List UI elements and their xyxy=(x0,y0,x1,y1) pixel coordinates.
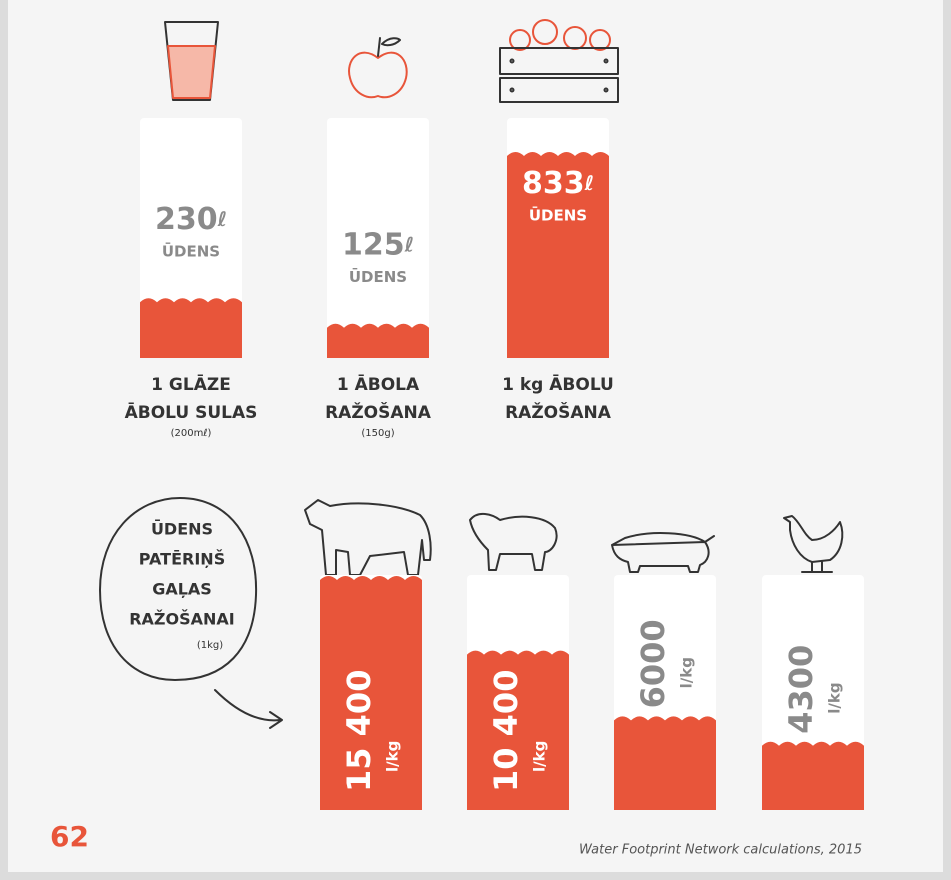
bar-fill xyxy=(140,298,242,358)
item-label: 1 kg ĀBOLU xyxy=(502,373,614,395)
crate-icon xyxy=(499,19,619,103)
bar-fill xyxy=(507,152,609,358)
page-number: 62 xyxy=(50,820,89,853)
speech-bubble xyxy=(99,497,283,729)
bubble-note: (1kg) xyxy=(197,640,223,651)
item-label: 1 ĀBOLA xyxy=(337,373,420,395)
bubble-line: PATĒRIŅŠ xyxy=(139,549,225,569)
amount: 15 400 xyxy=(340,670,378,792)
sheep-icon xyxy=(469,513,558,571)
bar-fill xyxy=(320,576,422,810)
item-note: (200mℓ) xyxy=(171,428,212,439)
item-label: 1 GLĀZE xyxy=(151,373,231,395)
glass-icon xyxy=(164,21,219,101)
bar-bg xyxy=(140,118,242,358)
amount-number: 833 xyxy=(522,166,585,201)
bar-fill xyxy=(762,741,864,810)
chicken-icon xyxy=(783,515,844,573)
amount-unit: ℓ xyxy=(584,171,594,195)
item-label: ĀBOLU SULAS xyxy=(125,401,258,423)
water-word: ŪDENS xyxy=(162,241,220,261)
source-note: Water Footprint Network calculations, 20… xyxy=(579,843,862,858)
water-word: ŪDENS xyxy=(529,205,587,225)
bar-bg xyxy=(327,118,429,358)
amount: 10 400 xyxy=(487,670,525,792)
amount: 4300 xyxy=(782,645,820,734)
cow-icon xyxy=(304,499,432,576)
bar-fill xyxy=(614,716,716,810)
pig-icon xyxy=(611,532,715,573)
amount-unit: ℓ xyxy=(404,232,414,256)
amount: 6000 xyxy=(634,619,672,708)
amount: 230ℓ xyxy=(155,202,227,237)
amount-number: 230 xyxy=(155,202,218,237)
amount: 125ℓ xyxy=(342,227,414,262)
item-note: (150g) xyxy=(361,428,394,439)
apple-icon xyxy=(348,37,408,99)
amount-unit: l/kg xyxy=(384,741,402,772)
amount-unit: ℓ xyxy=(217,207,227,231)
amount-unit: l/kg xyxy=(826,682,844,713)
water-word: ŪDENS xyxy=(349,266,407,286)
bar-fill xyxy=(467,650,569,810)
amount: 833ℓ xyxy=(522,166,594,201)
amount-unit: l/kg xyxy=(678,657,696,688)
bar-fill xyxy=(327,323,429,358)
bubble-line: GAĻAS xyxy=(152,580,212,599)
item-label: RAŽOŠANA xyxy=(325,401,432,423)
bubble-line: ŪDENS xyxy=(151,519,213,539)
bubble-line: RAŽOŠANAI xyxy=(129,610,235,629)
item-label: RAŽOŠANA xyxy=(505,401,612,423)
amount-number: 125 xyxy=(342,227,405,262)
amount-unit: l/kg xyxy=(531,741,549,772)
